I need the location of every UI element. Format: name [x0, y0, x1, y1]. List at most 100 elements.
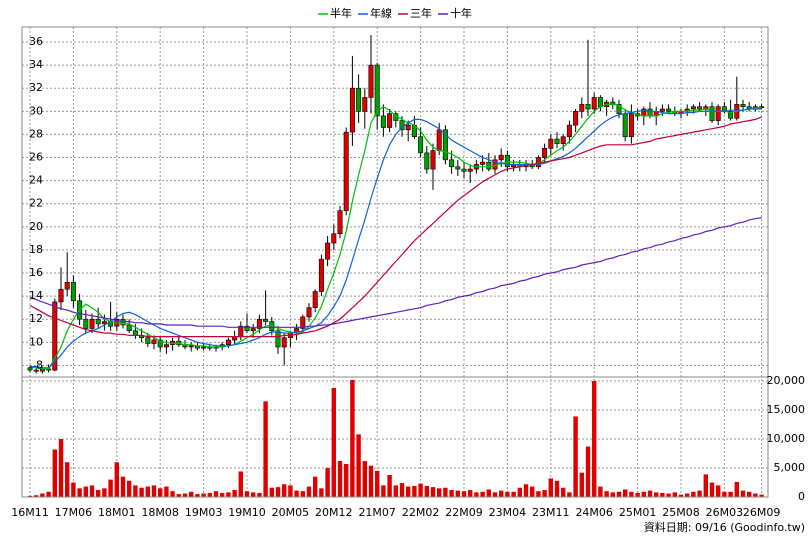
- y-tick-label: 36: [29, 35, 43, 48]
- candle-body: [597, 97, 603, 108]
- candle-body: [455, 166, 461, 170]
- y-tick-label: 22: [29, 197, 43, 210]
- footer: 資料日期: 09/16 (Goodinfo.tw): [644, 520, 805, 534]
- volume-bar: [449, 490, 454, 497]
- y-tick-label: 30: [29, 104, 43, 117]
- y-tick-label: 24: [29, 174, 43, 187]
- volume-bar: [567, 492, 572, 497]
- volume-bar: [195, 494, 200, 497]
- candle-body: [374, 64, 380, 117]
- volume-bar: [151, 485, 157, 497]
- volume-bar: [592, 381, 597, 497]
- x-tick-label: 19M10: [228, 506, 266, 519]
- candle-body: [52, 301, 58, 371]
- volume-bar: [158, 488, 163, 497]
- candle-body: [387, 113, 393, 128]
- candle-body: [436, 129, 442, 151]
- volume-bar: [263, 401, 268, 497]
- volume-bar: [164, 486, 169, 497]
- y-tick-label: 14: [29, 289, 43, 302]
- candle-body: [560, 136, 566, 144]
- candle-body: [647, 108, 653, 117]
- volume-bar: [176, 494, 181, 497]
- candle-body: [27, 367, 33, 371]
- y-tick-label: 26: [29, 151, 43, 164]
- candle-body: [418, 136, 424, 154]
- legend-label: 年線: [370, 6, 392, 20]
- candle-body: [250, 328, 256, 332]
- candle-body: [579, 104, 585, 112]
- candle-body: [759, 106, 765, 109]
- volume-bar: [641, 491, 646, 497]
- volume-bar: [257, 492, 262, 497]
- candle-body: [362, 97, 368, 112]
- candle-body: [126, 324, 132, 332]
- candle-body: [486, 161, 492, 170]
- volume-bar: [585, 446, 591, 497]
- candle-body: [306, 307, 312, 318]
- x-tick-label: 17M06: [55, 506, 93, 519]
- y-tick-label: 20: [29, 220, 43, 233]
- candle-body: [442, 129, 448, 161]
- candle-body: [622, 113, 628, 138]
- candle-body: [89, 318, 95, 329]
- ma-line: [29, 116, 762, 338]
- volume-bar: [52, 449, 57, 497]
- volume-bar: [598, 486, 603, 497]
- volume-bar: [306, 486, 312, 497]
- volume-bar: [120, 476, 126, 497]
- candle-body: [151, 339, 157, 344]
- candle-body: [566, 124, 572, 138]
- y-tick-label: 8: [36, 358, 43, 371]
- y-tick-label: 34: [29, 58, 43, 71]
- volume-bar: [27, 495, 33, 497]
- volume-bar: [461, 491, 467, 497]
- x-tick-label: 22M09: [445, 506, 483, 519]
- volume-bar: [399, 483, 405, 497]
- candle-body: [467, 168, 473, 172]
- volume-bar: [486, 489, 491, 497]
- candle-body: [58, 288, 64, 303]
- volume-bar: [660, 492, 665, 497]
- volume-bar: [654, 492, 659, 497]
- volume-bar: [468, 490, 473, 497]
- candle-body: [498, 154, 504, 161]
- volume-bar: [709, 482, 715, 497]
- volume-bar: [536, 491, 541, 497]
- volume-bar: [437, 488, 442, 497]
- candle-body: [256, 318, 262, 329]
- candle-body: [666, 108, 672, 112]
- candle-body: [728, 111, 734, 119]
- marks-layer: [27, 35, 765, 497]
- volume-bar: [542, 490, 547, 497]
- volume-bar: [46, 491, 51, 497]
- grid-layer: [22, 27, 768, 498]
- volume-bar: [406, 486, 411, 497]
- y2-tick-label: 20,000: [767, 374, 806, 387]
- volume-bar: [492, 492, 498, 497]
- candle-body: [405, 124, 411, 131]
- volume-bar: [375, 470, 380, 497]
- volume-bar: [139, 487, 144, 497]
- volume-bar: [629, 491, 634, 497]
- candle-body: [628, 113, 634, 138]
- volume-bar: [753, 493, 758, 497]
- volume-bar: [337, 461, 343, 497]
- candle-body: [337, 210, 343, 235]
- volume-bar: [189, 491, 194, 497]
- volume-bar: [232, 490, 237, 497]
- volume-bar: [511, 491, 516, 497]
- candle-body: [356, 87, 362, 112]
- candle-body: [95, 318, 101, 325]
- legend-label: 三年: [410, 6, 432, 20]
- y-tick-label: 16: [29, 266, 43, 279]
- volume-bar: [170, 491, 175, 497]
- candle-body: [70, 281, 76, 302]
- volume-bar: [275, 487, 281, 497]
- candle-body: [101, 321, 107, 325]
- candle-body: [244, 325, 250, 332]
- volume-bar: [71, 482, 76, 497]
- candle-body: [343, 131, 349, 211]
- volume-bar: [114, 462, 119, 497]
- volume-bar: [58, 439, 64, 497]
